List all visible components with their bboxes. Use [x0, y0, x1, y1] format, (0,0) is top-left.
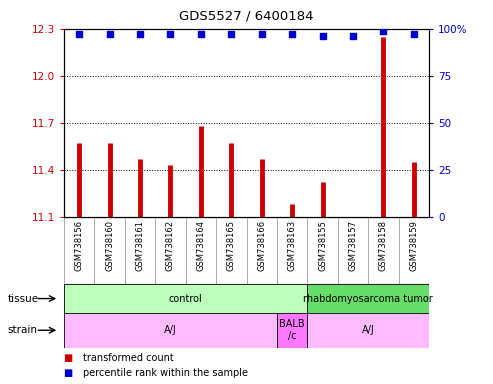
Text: GSM738157: GSM738157 [349, 220, 357, 271]
Text: BALB
/c: BALB /c [280, 319, 305, 341]
Point [318, 33, 326, 40]
Point [288, 31, 296, 38]
Point [380, 28, 387, 34]
Point [410, 31, 418, 38]
Text: GSM738166: GSM738166 [257, 220, 266, 271]
Text: rhabdomyosarcoma tumor: rhabdomyosarcoma tumor [303, 293, 433, 304]
Text: A/J: A/J [362, 325, 375, 335]
Text: GSM738162: GSM738162 [166, 220, 175, 271]
Text: percentile rank within the sample: percentile rank within the sample [83, 368, 248, 378]
Text: strain: strain [7, 325, 37, 335]
Point [349, 33, 357, 40]
Bar [307, 284, 429, 313]
Text: transformed count: transformed count [83, 353, 174, 363]
Text: GSM738158: GSM738158 [379, 220, 388, 271]
Text: ■: ■ [64, 368, 76, 378]
Text: GSM738163: GSM738163 [287, 220, 297, 271]
Text: GSM738165: GSM738165 [227, 220, 236, 271]
Text: GDS5527 / 6400184: GDS5527 / 6400184 [179, 10, 314, 23]
Bar [64, 284, 307, 313]
Text: tissue: tissue [7, 293, 38, 304]
Point [167, 31, 175, 38]
Text: GSM738159: GSM738159 [409, 220, 418, 271]
Point [197, 31, 205, 38]
Text: A/J: A/J [164, 325, 177, 335]
Text: ■: ■ [64, 353, 76, 363]
Text: GSM738160: GSM738160 [105, 220, 114, 271]
Bar [64, 313, 277, 348]
Point [106, 31, 113, 38]
Bar [307, 313, 429, 348]
Point [75, 31, 83, 38]
Text: GSM738164: GSM738164 [196, 220, 206, 271]
Text: GSM738155: GSM738155 [318, 220, 327, 271]
Point [227, 31, 235, 38]
Text: GSM738161: GSM738161 [136, 220, 144, 271]
Text: control: control [169, 293, 203, 304]
Text: GSM738156: GSM738156 [75, 220, 84, 271]
Bar [277, 313, 307, 348]
Point [258, 31, 266, 38]
Point [136, 31, 144, 38]
